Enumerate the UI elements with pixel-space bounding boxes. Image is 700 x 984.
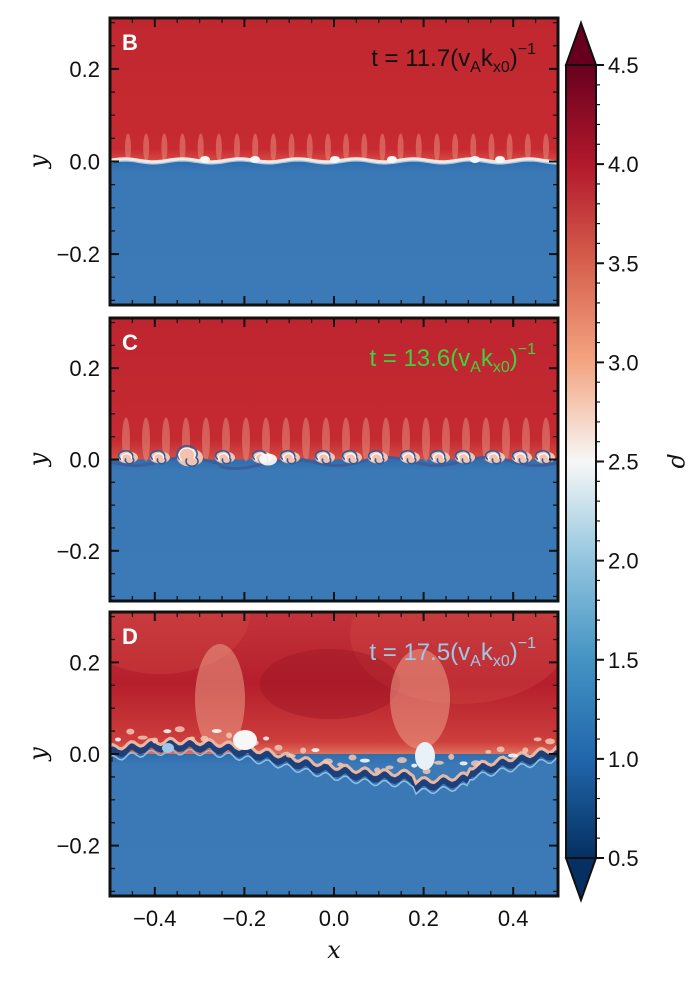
time-label: t = 13.6(vAkx0)−1 — [369, 341, 536, 376]
colorbar-tick-label: 3.0 — [608, 350, 639, 375]
y-tick-label: 0.2 — [69, 57, 100, 82]
y-axis-label: y — [24, 154, 52, 169]
x-axis: −0.4 −0.2 0.0 0.2 0.4 x — [133, 906, 528, 964]
density-field — [110, 612, 558, 896]
x-tick-label: 0.0 — [319, 906, 350, 931]
y-tick-label: 0.0 — [69, 448, 100, 473]
time-label: t = 17.5(vAkx0)−1 — [369, 635, 536, 670]
lower-density-region — [110, 459, 558, 601]
y-tick-label: −0.2 — [57, 834, 100, 859]
y-axis-label: y — [24, 452, 52, 467]
panel-letter: D — [122, 624, 138, 649]
x-axis-label: x — [327, 936, 341, 964]
time-label: t = 11.7(vAkx0)−1 — [371, 41, 536, 76]
x-tick-label: 0.2 — [408, 906, 439, 931]
interface-structures — [110, 417, 558, 470]
x-tick-label: −0.2 — [223, 906, 266, 931]
density-field — [110, 18, 558, 305]
colorbar-tick-label: 2.5 — [608, 450, 639, 475]
panel-letter: B — [122, 30, 138, 55]
panel-d: 0.2 0.0 −0.2 y Dt = 17.5(vAkx0)−1 — [24, 610, 560, 898]
colorbar-tick-label: 4.5 — [608, 53, 639, 78]
x-tick-label: −0.4 — [133, 906, 176, 931]
panel-letter: C — [122, 330, 138, 355]
colorbar-gradient — [565, 64, 597, 859]
y-tick-label: −0.2 — [57, 539, 100, 564]
colorbar-tick-label: 2.0 — [608, 549, 639, 574]
panel-b: 0.2 0.0 −0.2 y Bt = 11.7(vAkx0)−1 — [24, 16, 560, 307]
interface-structures — [110, 612, 558, 796]
upper-density-region — [110, 612, 558, 756]
interface-structures — [110, 133, 558, 165]
panel-c: 0.2 0.0 −0.2 y Ct = 13.6(vAkx0)−1 — [24, 316, 560, 603]
colorbar-tick-label: 1.5 — [608, 648, 639, 673]
panels: 0.2 0.0 −0.2 y Bt = 11.7(vAkx0)−1 0.2 0.0 −0.2 y… — [24, 16, 560, 898]
colorbar-tick-label: 0.5 — [608, 846, 639, 871]
y-tick-label: 0.0 — [69, 742, 100, 767]
colorbar-extend-max — [564, 20, 598, 66]
x-tick-label: 0.4 — [498, 906, 529, 931]
y-tick-label: −0.2 — [57, 242, 100, 267]
colorbar-tick-label: 4.0 — [608, 152, 639, 177]
upper-density-region — [110, 318, 558, 462]
colorbar-extend-min — [564, 857, 598, 903]
lower-density-region — [110, 161, 558, 305]
y-tick-label: 0.0 — [69, 150, 100, 175]
y-axis-label: y — [24, 747, 52, 762]
colorbar-tick-label: 1.0 — [608, 747, 639, 772]
colorbar-tick-label: 3.5 — [608, 251, 639, 276]
y-tick-label: 0.2 — [69, 356, 100, 381]
y-tick-label: 0.2 — [69, 650, 100, 675]
colorbar: 4.5 4.0 3.5 3.0 2.5 2.0 1.5 1.0 0.5 ρ — [564, 20, 694, 903]
colorbar-label: ρ — [666, 453, 694, 468]
density-field — [110, 318, 558, 601]
lower-density-region — [110, 754, 558, 896]
